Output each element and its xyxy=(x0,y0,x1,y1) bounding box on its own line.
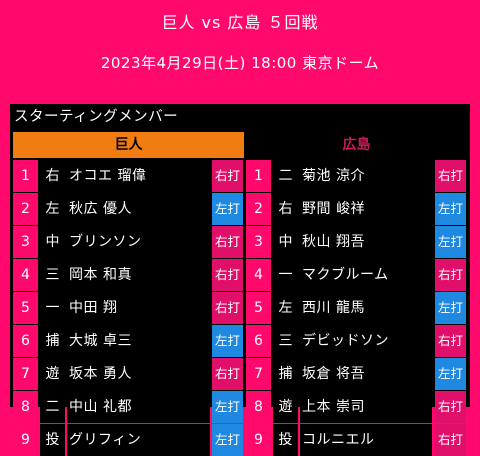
home-lineup-row: 7 遊坂本 勇人 右打 xyxy=(13,358,243,390)
player-name: 上本 崇司 xyxy=(300,391,432,423)
home-lineup-row: 2 左秋広 優人 左打 xyxy=(13,193,243,225)
player-name: 野間 峻祥 xyxy=(300,193,432,225)
home-team-header: 巨人 xyxy=(13,132,244,158)
bats-right-badge: 右打 xyxy=(435,259,466,291)
player-name: 坂倉 将吾 xyxy=(300,358,432,390)
batting-order-number: 9 xyxy=(246,424,271,456)
fielding-position: 一 xyxy=(40,292,65,324)
bats-left-badge: 左打 xyxy=(212,325,243,357)
batting-order-number: 6 xyxy=(13,325,38,357)
home-lineup-row: 5 一中田 翔右打 xyxy=(13,292,243,324)
player-name: ブリンソン xyxy=(67,226,210,258)
batting-order-number: 2 xyxy=(13,193,38,225)
batting-order-number: 8 xyxy=(13,391,38,423)
bats-left-badge: 左打 xyxy=(212,424,243,456)
batting-order-number: 7 xyxy=(246,358,271,390)
batting-order-number: 8 xyxy=(246,391,271,423)
bats-right-badge: 右打 xyxy=(212,292,243,324)
fielding-position: 二 xyxy=(273,160,298,192)
batting-order-number: 6 xyxy=(246,325,271,357)
player-name: 大城 卓三 xyxy=(67,325,210,357)
home-lineup-row: 1 右オコエ 瑠偉 右打 xyxy=(13,160,243,192)
away-lineup-row: 3 中秋山 翔吾 左打 xyxy=(246,226,466,258)
fielding-position: 二 xyxy=(40,391,65,423)
away-lineup-row: 7 捕坂倉 将吾 左打 xyxy=(246,358,466,390)
fielding-position: 左 xyxy=(40,193,65,225)
bats-right-badge: 右打 xyxy=(212,259,243,291)
game-datetime-venue: 2023年4月29日(土) 18:00 東京ドーム xyxy=(100,54,380,72)
player-name: 秋広 優人 xyxy=(67,193,210,225)
bats-right-badge: 右打 xyxy=(435,160,466,192)
lineup-card: スターティングメンバー 巨人 広島 1 右オコエ 瑠偉 右打 2 左秋広 優人 左打 3 中ブ… xyxy=(10,104,470,456)
batting-order-number: 5 xyxy=(13,292,38,324)
home-lineup-row: 3 中ブリンソン 右打 xyxy=(13,226,243,258)
away-lineup-row: 6 三デビッドソン 右打 xyxy=(246,325,466,357)
batting-order-number: 4 xyxy=(13,259,38,291)
bats-left-badge: 左打 xyxy=(435,358,466,390)
player-name: 西川 龍馬 xyxy=(300,292,432,324)
lineup-card-title: スターティングメンバー xyxy=(14,109,179,125)
home-lineup-row: 8 二中山 礼都 左打 xyxy=(13,391,243,423)
fielding-position: 遊 xyxy=(40,358,65,390)
player-name: デビッドソン xyxy=(300,325,432,357)
player-name: 中田 翔 xyxy=(67,292,210,324)
player-name: コルニエル xyxy=(300,424,432,456)
fielding-position: 一 xyxy=(273,259,298,291)
player-name: マクブルーム xyxy=(300,259,432,291)
bats-left-badge: 左打 xyxy=(435,193,466,225)
player-name: 秋山 翔吾 xyxy=(300,226,432,258)
bats-left-badge: 左打 xyxy=(212,193,243,225)
fielding-position: 中 xyxy=(273,226,298,258)
fielding-position: 三 xyxy=(273,325,298,357)
fielding-position: 投 xyxy=(40,424,65,456)
bats-right-badge: 右打 xyxy=(212,160,243,192)
fielding-position: 捕 xyxy=(40,325,65,357)
batting-order-number: 1 xyxy=(246,160,271,192)
player-name: 菊池 涼介 xyxy=(300,160,432,192)
player-name: 岡本 和真 xyxy=(67,259,210,291)
player-name: 中山 礼都 xyxy=(67,391,210,423)
away-lineup-row: 4 一マクブルーム 右打 xyxy=(246,259,466,291)
away-lineup-row: 5 左西川 龍馬 左打 xyxy=(246,292,466,324)
fielding-position: 投 xyxy=(273,424,298,456)
away-lineup-row: 8 遊上本 崇司 右打 xyxy=(246,391,466,423)
fielding-position: 中 xyxy=(40,226,65,258)
player-name: グリフィン xyxy=(67,424,210,456)
player-name: 坂本 勇人 xyxy=(67,358,210,390)
bats-right-badge: 右打 xyxy=(435,424,466,456)
batting-order-number: 2 xyxy=(246,193,271,225)
bats-right-badge: 右打 xyxy=(435,391,466,423)
bats-right-badge: 右打 xyxy=(212,226,243,258)
away-lineup-row: 9 投コルニエル 右打 xyxy=(246,424,466,456)
away-lineup-row: 2 右野間 峻祥 左打 xyxy=(246,193,466,225)
away-lineup-row: 1 二菊池 涼介 右打 xyxy=(246,160,466,192)
batting-order-number: 9 xyxy=(13,424,38,456)
fielding-position: 三 xyxy=(40,259,65,291)
home-lineup-row: 4 三岡本 和真 右打 xyxy=(13,259,243,291)
fielding-position: 左 xyxy=(273,292,298,324)
batting-order-number: 5 xyxy=(246,292,271,324)
fielding-position: 右 xyxy=(273,193,298,225)
fielding-position: 遊 xyxy=(273,391,298,423)
bats-left-badge: 左打 xyxy=(435,226,466,258)
batting-order-number: 1 xyxy=(13,160,38,192)
batting-order-number: 3 xyxy=(13,226,38,258)
fielding-position: 右 xyxy=(40,160,65,192)
batting-order-number: 7 xyxy=(13,358,38,390)
game-title: 巨人 vs 広島 ５回戦 xyxy=(161,13,319,32)
bats-right-badge: 右打 xyxy=(212,358,243,390)
player-name: オコエ 瑠偉 xyxy=(67,160,210,192)
fielding-position: 捕 xyxy=(273,358,298,390)
away-team-header: 広島 xyxy=(246,132,467,158)
home-lineup-row: 9 投グリフィン 左打 xyxy=(13,424,243,456)
bats-right-badge: 右打 xyxy=(435,325,466,357)
bats-left-badge: 左打 xyxy=(435,292,466,324)
home-lineup-row: 6 捕大城 卓三 左打 xyxy=(13,325,243,357)
batting-order-number: 3 xyxy=(246,226,271,258)
batting-order-number: 4 xyxy=(246,259,271,291)
bats-left-badge: 左打 xyxy=(212,391,243,423)
